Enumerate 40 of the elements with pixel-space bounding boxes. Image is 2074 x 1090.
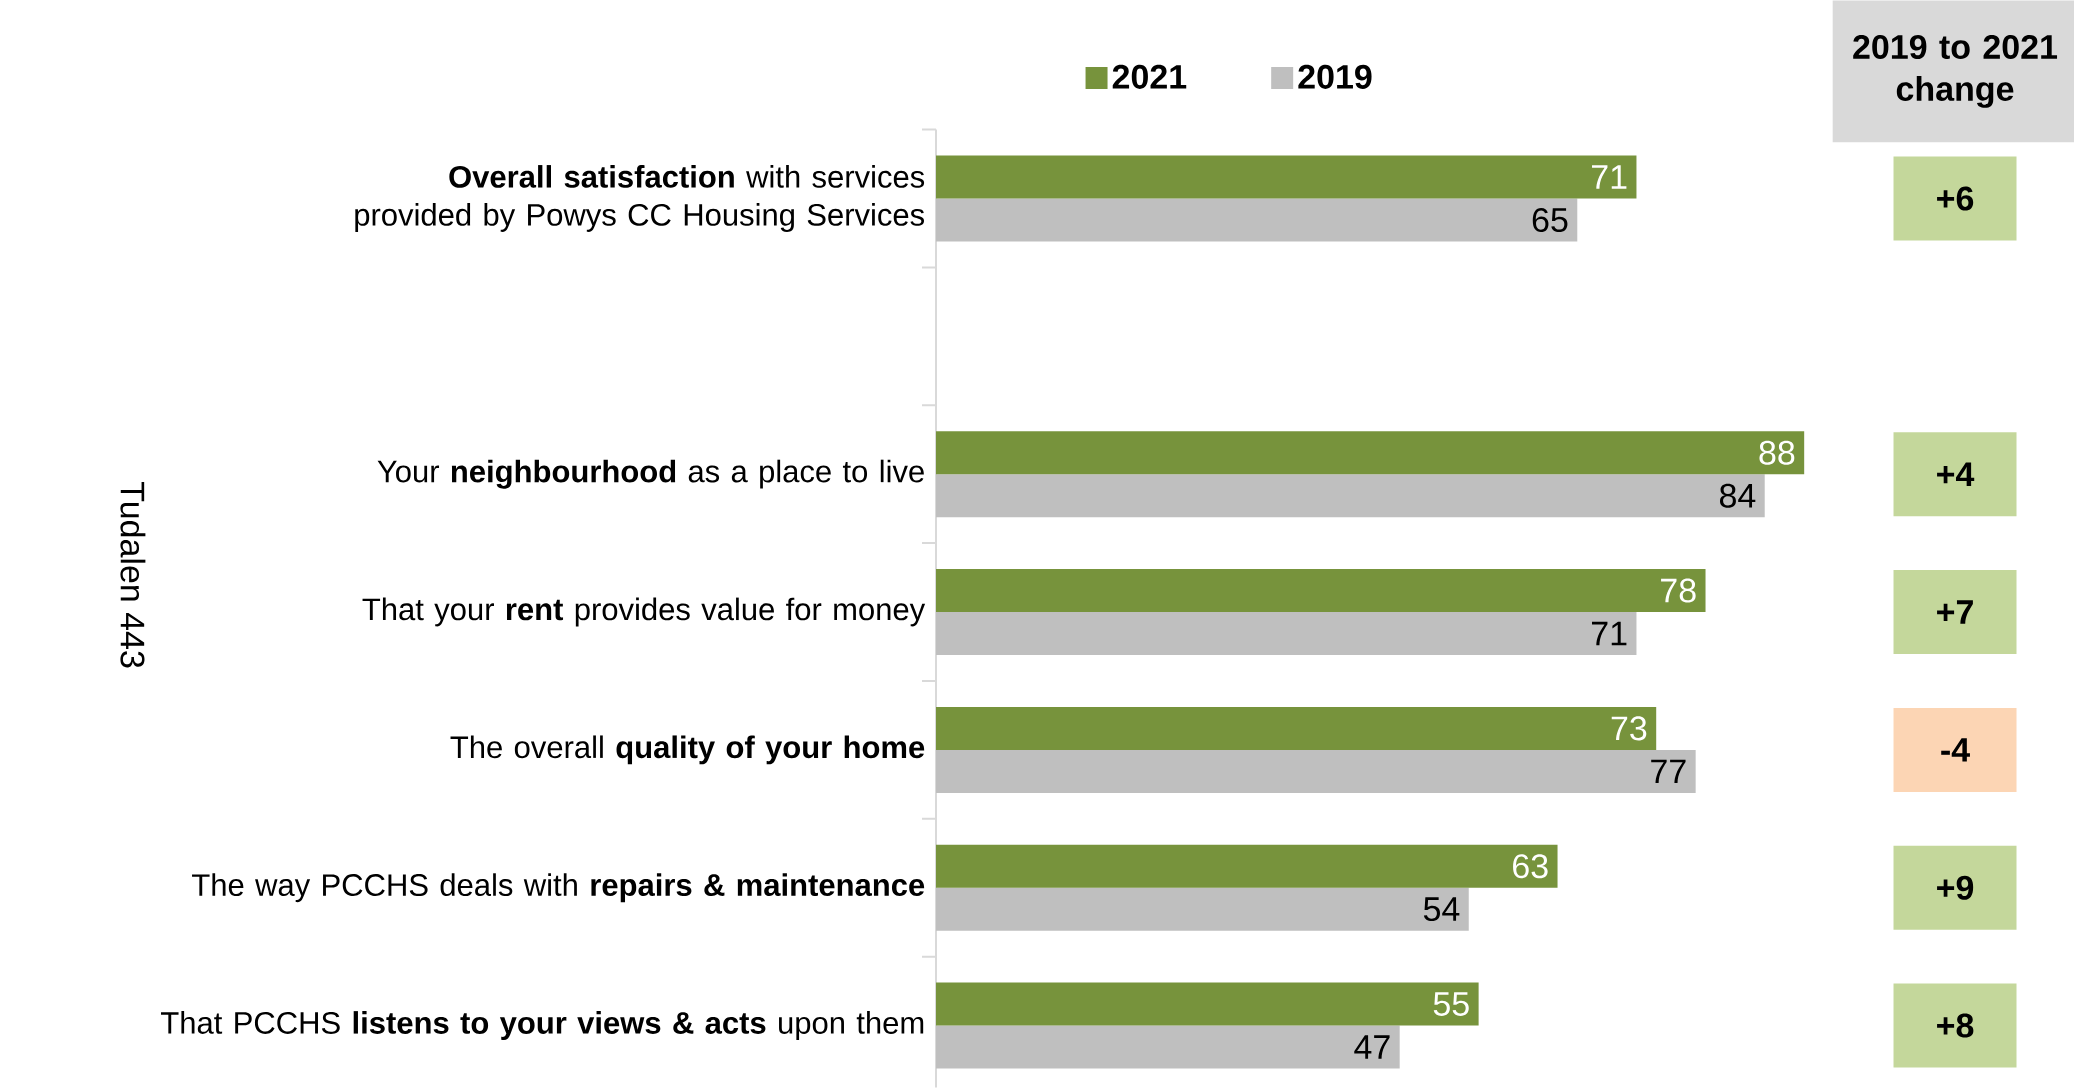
y-tick-label: Your neighbourhood as a place to live <box>377 459 924 489</box>
y-tick-label: That PCCHS listens to your views & acts upon them <box>161 1011 924 1041</box>
bar <box>936 1025 1400 1069</box>
y-tick-label: The overall quality of your home <box>450 735 925 765</box>
bar <box>936 431 1805 475</box>
bar <box>936 844 1558 888</box>
bar <box>936 155 1637 199</box>
bar <box>936 612 1637 656</box>
legend-label: 2021 <box>1112 64 1187 89</box>
data-label: 65 <box>1532 207 1568 233</box>
y-tick-label: That your rent provides value for money <box>362 597 926 627</box>
data-label: 78 <box>1661 578 1696 603</box>
bar <box>936 749 1696 793</box>
bar <box>936 706 1657 750</box>
data-label: 55 <box>1433 992 1469 1016</box>
y-tick-label: The way PCCHS deals with repairs & maintenance <box>192 873 925 903</box>
data-label: 77 <box>1651 759 1686 784</box>
bar <box>936 887 1469 931</box>
data-label: 47 <box>1354 1035 1390 1059</box>
bar <box>936 474 1765 518</box>
data-label: 84 <box>1719 483 1756 508</box>
text: +7 <box>1937 600 1973 624</box>
text: Tudalen 443 <box>120 481 146 668</box>
bar <box>936 569 1706 613</box>
text: +4 <box>1937 462 1975 486</box>
text: +9 <box>1937 875 1974 900</box>
text: 2019 to 2021 change <box>1853 34 2058 108</box>
text: +8 <box>1937 1013 1974 1038</box>
text: -4 <box>1941 738 1970 762</box>
y-tick-label: Overall satisfaction with services provided by Powys CC Housing Services <box>355 165 925 232</box>
data-label: 71 <box>1592 621 1627 646</box>
data-label: 71 <box>1592 165 1627 189</box>
bar <box>936 198 1578 242</box>
data-label: 54 <box>1423 897 1460 922</box>
data-label: 63 <box>1513 854 1548 879</box>
legend-label: 2019 <box>1298 64 1372 89</box>
data-label: 73 <box>1611 716 1647 741</box>
text: +6 <box>1937 186 1974 211</box>
data-label: 88 <box>1759 440 1795 465</box>
bar <box>936 982 1479 1026</box>
